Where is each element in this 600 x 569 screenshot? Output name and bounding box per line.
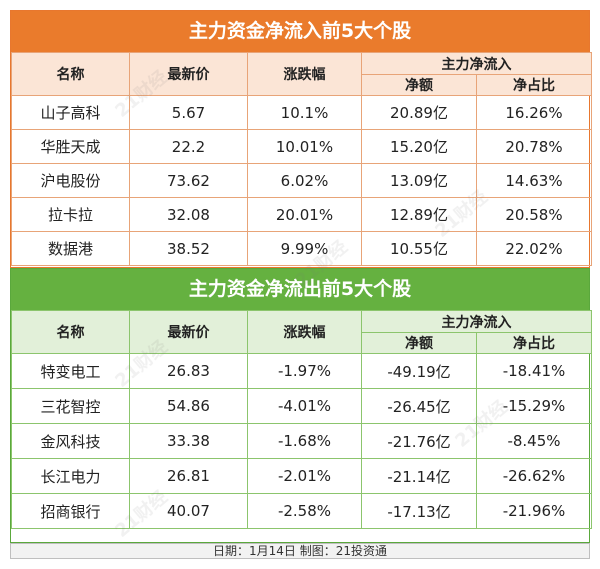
stock-name: 山子高科: [11, 95, 130, 130]
stock-name: 数据港: [11, 231, 130, 266]
stock-change: -4.01%: [247, 388, 362, 424]
stock-name: 长江电力: [11, 458, 130, 494]
stock-price: 32.08: [129, 197, 248, 232]
net-ratio: -8.45%: [476, 423, 592, 459]
stock-name: 沪电股份: [11, 163, 130, 198]
header-change: 涨跌幅: [247, 52, 362, 96]
header-price: 最新价: [129, 52, 248, 96]
inflow-table: 名称 最新价 涨跌幅 主力净流入 净额 净占比 山子高科 5.67 10.1% …: [11, 52, 592, 266]
net-ratio: -21.96%: [476, 493, 592, 529]
header-amount: 净额: [361, 74, 477, 96]
outflow-table: 名称 最新价 涨跌幅 主力净流入 净额 净占比 特变电工 26.83 -1.97…: [11, 310, 592, 529]
table-row: 招商银行 40.07 -2.58% -17.13亿 -21.96%: [11, 493, 592, 529]
table-row: 特变电工 26.83 -1.97% -49.19亿 -18.41%: [11, 353, 592, 389]
outflow-section: 主力资金净流出前5大个股 名称 最新价 涨跌幅 主力净流入 净额 净占比: [10, 268, 592, 543]
stock-name: 拉卡拉: [11, 197, 130, 232]
stock-change: -2.58%: [247, 493, 362, 529]
table-row: 数据港 38.52 9.99% 10.55亿 22.02%: [11, 231, 592, 266]
stock-change: 20.01%: [247, 197, 362, 232]
net-ratio: -15.29%: [476, 388, 592, 424]
net-amount: 10.55亿: [361, 231, 477, 266]
stock-price: 5.67: [129, 95, 248, 130]
net-amount: 13.09亿: [361, 163, 477, 198]
inflow-section: 主力资金净流入前5大个股 名称 最新价 涨跌幅 主力净流入 净额 净占比: [10, 10, 592, 268]
table-row: 拉卡拉 32.08 20.01% 12.89亿 20.58%: [11, 197, 592, 232]
net-ratio: 20.58%: [476, 197, 592, 232]
stock-change: 9.99%: [247, 231, 362, 266]
table-row: 长江电力 26.81 -2.01% -21.14亿 -26.62%: [11, 458, 592, 494]
net-ratio: 20.78%: [476, 129, 592, 164]
header-name: 名称: [11, 310, 130, 354]
net-amount: -26.45亿: [361, 388, 477, 424]
stock-name: 招商银行: [11, 493, 130, 529]
stock-change: -1.97%: [247, 353, 362, 389]
inflow-title: 主力资金净流入前5大个股: [11, 11, 589, 52]
net-amount: 12.89亿: [361, 197, 477, 232]
table-row: 三花智控 54.86 -4.01% -26.45亿 -15.29%: [11, 388, 592, 424]
stock-price: 73.62: [129, 163, 248, 198]
stock-name: 华胜天成: [11, 129, 130, 164]
stock-change: 6.02%: [247, 163, 362, 198]
table-row: 沪电股份 73.62 6.02% 13.09亿 14.63%: [11, 163, 592, 198]
header-net-inflow: 主力净流入: [361, 52, 592, 75]
stock-price: 38.52: [129, 231, 248, 266]
net-amount: 15.20亿: [361, 129, 477, 164]
header-change: 涨跌幅: [247, 310, 362, 354]
net-amount: -21.76亿: [361, 423, 477, 459]
stock-price: 54.86: [129, 388, 248, 424]
header-price: 最新价: [129, 310, 248, 354]
stock-change: 10.1%: [247, 95, 362, 130]
stock-price: 26.83: [129, 353, 248, 389]
header-ratio: 净占比: [476, 74, 592, 96]
net-amount: -49.19亿: [361, 353, 477, 389]
stock-name: 三花智控: [11, 388, 130, 424]
header-name: 名称: [11, 52, 130, 96]
stock-change: 10.01%: [247, 129, 362, 164]
net-amount: -17.13亿: [361, 493, 477, 529]
table-row: 华胜天成 22.2 10.01% 15.20亿 20.78%: [11, 129, 592, 164]
stock-name: 金风科技: [11, 423, 130, 459]
header-amount: 净额: [361, 332, 477, 354]
footer-caption: 日期：1月14日 制图：21投资通: [10, 543, 590, 559]
stock-price: 22.2: [129, 129, 248, 164]
net-ratio: 16.26%: [476, 95, 592, 130]
table-row: 金风科技 33.38 -1.68% -21.76亿 -8.45%: [11, 423, 592, 459]
stock-price: 26.81: [129, 458, 248, 494]
net-ratio: 22.02%: [476, 231, 592, 266]
net-amount: -21.14亿: [361, 458, 477, 494]
header-ratio: 净占比: [476, 332, 592, 354]
header-net-inflow: 主力净流入: [361, 310, 592, 333]
stock-change: -2.01%: [247, 458, 362, 494]
net-ratio: 14.63%: [476, 163, 592, 198]
outflow-title: 主力资金净流出前5大个股: [11, 269, 589, 310]
stock-name: 特变电工: [11, 353, 130, 389]
stock-price: 40.07: [129, 493, 248, 529]
stock-price: 33.38: [129, 423, 248, 459]
stock-flow-card: 主力资金净流入前5大个股 名称 最新价 涨跌幅 主力净流入 净额 净占比: [10, 10, 592, 559]
stock-change: -1.68%: [247, 423, 362, 459]
net-ratio: -26.62%: [476, 458, 592, 494]
net-ratio: -18.41%: [476, 353, 592, 389]
net-amount: 20.89亿: [361, 95, 477, 130]
table-row: 山子高科 5.67 10.1% 20.89亿 16.26%: [11, 95, 592, 130]
